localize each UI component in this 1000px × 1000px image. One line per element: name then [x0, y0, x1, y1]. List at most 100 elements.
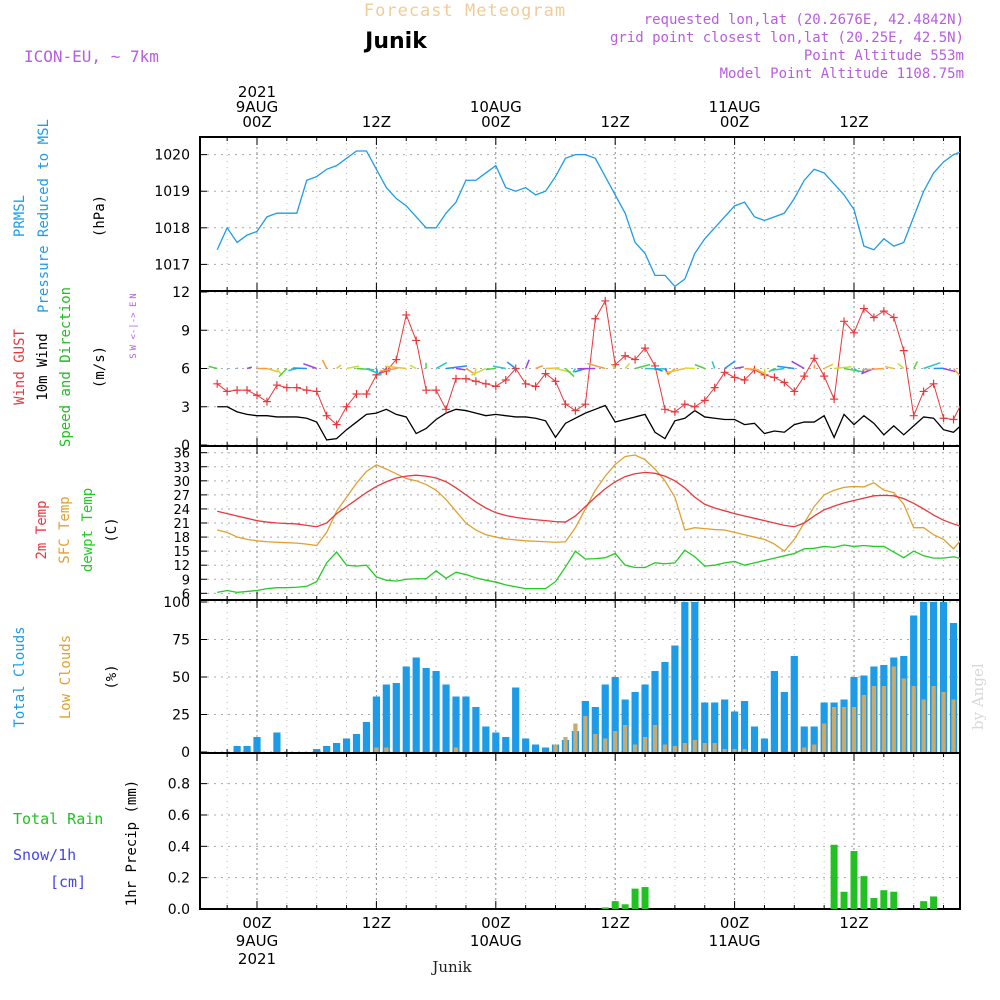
wind-direction-arrow: [791, 360, 805, 370]
low-cloud-bar: [812, 744, 817, 752]
gust-marker: [501, 375, 510, 384]
t2m-label: 2m Temp: [34, 500, 50, 559]
gust-marker: [939, 414, 948, 423]
low-cloud-bar: [742, 749, 747, 752]
top-title: Forecast Meteogram: [364, 1, 566, 21]
wind-direction-arrow: [321, 359, 328, 369]
gust-marker: [780, 378, 789, 387]
total-cloud-bar: [472, 707, 480, 752]
low-cloud-bar: [732, 749, 737, 752]
wind-plot: 0 3 6 9 12: [172, 285, 961, 454]
time-axis-label: 00Z: [481, 113, 510, 131]
total-cloud-bar: [452, 696, 460, 752]
dewpt-line: [217, 544, 960, 594]
wind-direction-arrow: [303, 362, 317, 370]
y-tick-label: 3: [181, 400, 190, 416]
y-tick-label: 1018: [154, 221, 190, 237]
total-cloud-bar: [949, 623, 958, 752]
wind-direction-arrow: [226, 367, 229, 370]
y-tick-label: 1019: [154, 184, 190, 200]
total-cloud-bar: [780, 692, 788, 752]
wind-direction-arrow: [923, 362, 941, 370]
gridpoint-coords: grid point closest lon,lat (20.25E, 42.5…: [610, 30, 964, 46]
wind-direction-arrow: [471, 367, 487, 376]
gust-marker: [332, 420, 341, 429]
wind-direction-arrow: [684, 367, 695, 370]
gust-marker: [352, 390, 361, 398]
gust-marker: [929, 379, 938, 388]
wind-direction-arrow: [535, 365, 544, 370]
gust-marker: [461, 374, 470, 383]
gust-marker: [879, 307, 888, 316]
gust-marker: [442, 405, 451, 414]
total-cloud-bar: [920, 602, 928, 752]
total-cloud-bar: [701, 702, 709, 752]
rain-bar: [920, 901, 928, 909]
wind-direction-arrow: [384, 365, 407, 370]
sfc-temp-line: [217, 454, 960, 552]
watermark: by Angel: [969, 663, 987, 730]
gust-marker: [869, 313, 878, 322]
time-axis-label: 2021: [238, 950, 276, 968]
wind-direction-arrow: [506, 361, 517, 370]
compass-south: S: [129, 353, 139, 358]
prmsl-line: [216, 150, 960, 288]
wind-direction-arrow: [278, 367, 288, 378]
wind-direction-arrow: [266, 367, 279, 373]
low-cloud-bar: [861, 695, 867, 752]
wind-direction-arrow: [862, 367, 884, 371]
wind-direction-arrow: [288, 367, 297, 372]
gust-marker: [312, 387, 321, 396]
low-cloud-bar: [832, 707, 837, 752]
rain-bar: [611, 901, 619, 909]
low-cloud-bar: [583, 716, 588, 752]
total-cloud-bar: [422, 668, 430, 752]
gust-marker: [392, 355, 401, 364]
gust-marker: [919, 387, 928, 396]
gust-marker: [830, 395, 839, 404]
wind-direction-arrow: [572, 368, 577, 373]
wind-direction-arrow: [366, 367, 382, 376]
wind-direction-arrow: [777, 365, 795, 370]
compass-north: N: [129, 293, 139, 298]
gust-marker: [452, 374, 460, 383]
wind-direction-arrow: [375, 368, 379, 373]
time-axis-label: 12Z: [601, 914, 630, 932]
total-cloud-bar: [681, 602, 689, 752]
y-tick-label: 21: [173, 517, 190, 532]
total-cloud-bar: [910, 615, 918, 752]
low-cloud-bar: [553, 744, 558, 752]
wind-direction-arrow: [834, 366, 852, 370]
gust-marker: [909, 411, 918, 420]
pressure-unit: (hPa): [92, 195, 108, 237]
low-cloud-bar: [593, 734, 598, 752]
gust-marker: [601, 296, 610, 305]
gust-marker: [342, 402, 351, 411]
clouds-panel: Total Clouds Low Clouds (%) 0 25 50 75 100: [12, 595, 961, 761]
gust-marker: [292, 383, 301, 392]
total-rain-label: Total Rain: [13, 810, 103, 828]
y-tick-label: 0: [181, 745, 190, 761]
wind-direction-arrow: [611, 364, 616, 369]
wind-compass: N W <-|-> E S: [129, 293, 139, 358]
gust-marker: [243, 386, 252, 395]
model-altitude: Model Point Altitude 1108.75m: [720, 66, 964, 82]
total-cloud-bar: [601, 684, 609, 752]
prmsl-label: PRMSL: [12, 195, 28, 237]
gust-marker: [700, 396, 709, 405]
wind-gust-line: [216, 299, 960, 426]
time-axis-label: 00Z: [720, 113, 749, 131]
pressure-panel: PRMSL Pressure Reduced to MSL (hPa) 1017…: [12, 119, 961, 313]
wind-direction-arrow: [843, 367, 865, 373]
gust-marker: [422, 386, 431, 395]
total-cloud-bar: [760, 738, 769, 752]
rain-bar: [880, 890, 888, 909]
low-cloud-bar: [374, 747, 379, 752]
gust-marker: [810, 354, 819, 363]
wind-direction-arrow: [545, 367, 560, 370]
total-cloud-bar: [362, 722, 371, 752]
wind-direction-arrow: [771, 367, 785, 372]
wind-direction-arrow: [356, 367, 375, 371]
snow-label: Snow/1h: [13, 846, 76, 864]
